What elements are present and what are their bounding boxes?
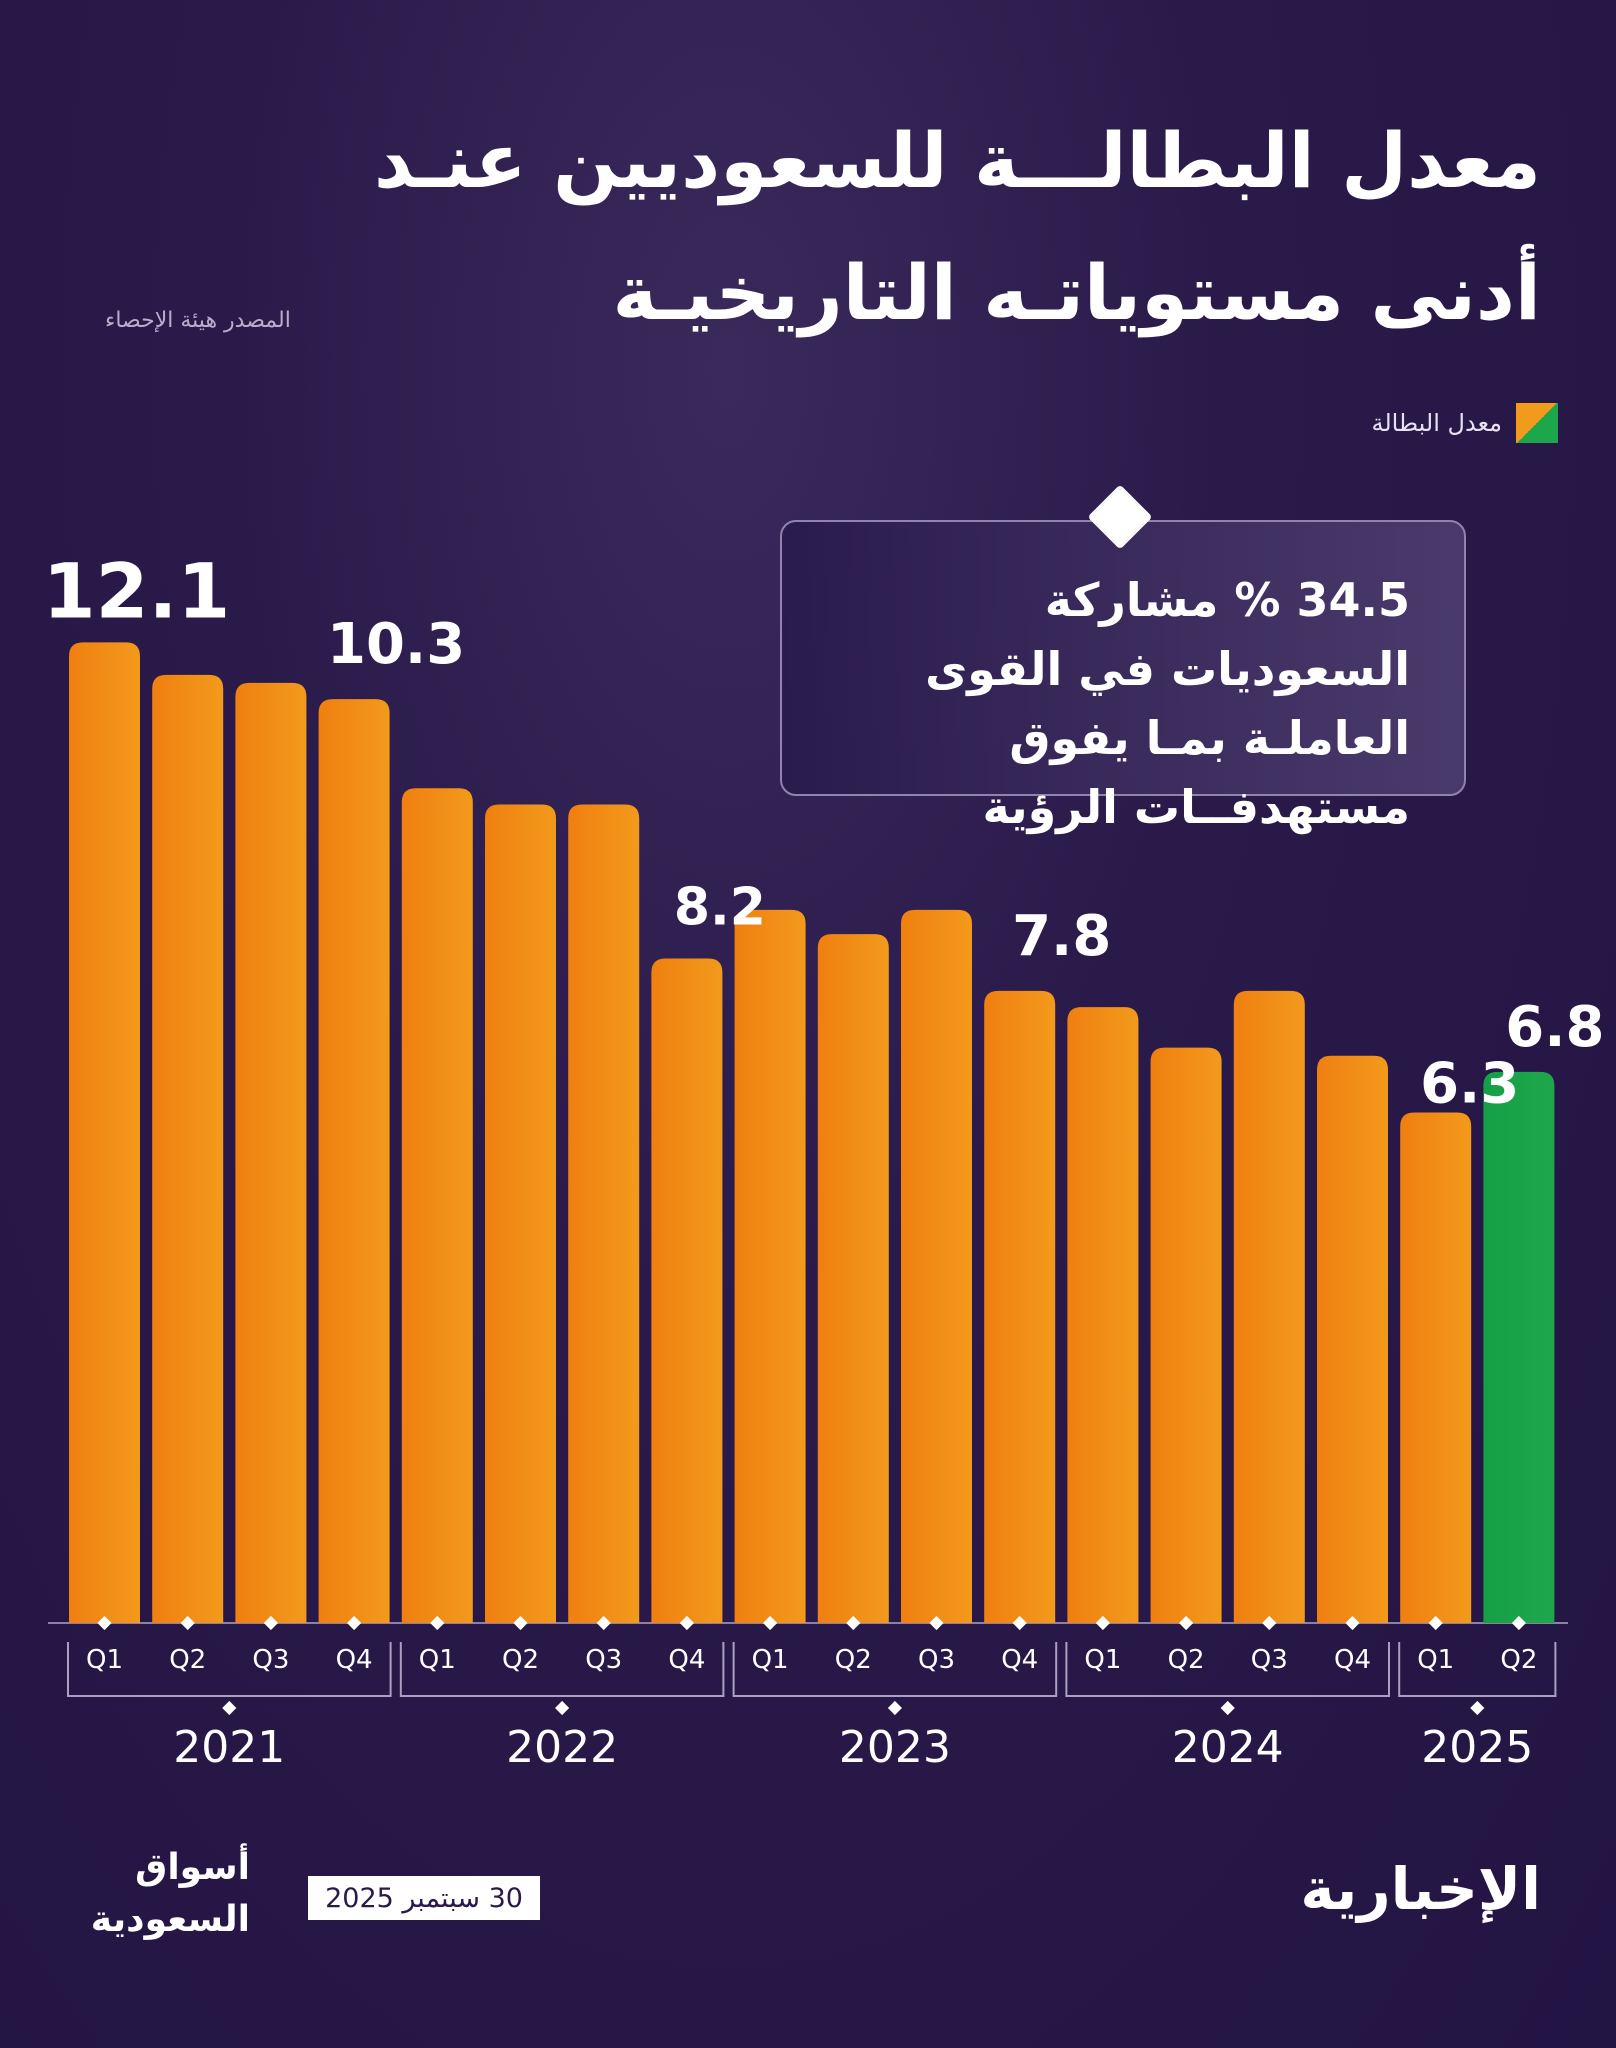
year-bracket <box>399 1642 725 1697</box>
x-tick-label: Q2 <box>502 1645 539 1675</box>
bar <box>235 682 307 1623</box>
chart-title: معدل البطالـــة للسعوديين عنـد أدنى مستو… <box>373 116 1541 337</box>
x-tick-label: Q1 <box>419 1645 456 1675</box>
x-tick-label: Q3 <box>585 1645 622 1675</box>
data-label: 6.8 <box>1505 995 1604 1060</box>
year-marker <box>1470 1700 1485 1716</box>
x-tick-label: Q4 <box>668 1645 705 1675</box>
tick-marker <box>679 1615 694 1631</box>
tick-marker <box>1428 1615 1443 1631</box>
tick-marker <box>846 1615 861 1631</box>
x-tick-label: Q3 <box>252 1645 289 1675</box>
year-bracket <box>732 1642 1058 1697</box>
callout-text: 34.5 % مشاركة السعوديات في القوى العاملـ… <box>925 573 1410 834</box>
year-marker <box>1220 1700 1235 1716</box>
year-bracket <box>1398 1642 1557 1697</box>
brand-right-logo: الإخبارية <box>1300 1855 1541 1923</box>
x-tick-label: Q4 <box>1334 1645 1371 1675</box>
x-tick-label: Q2 <box>1168 1645 1205 1675</box>
tick-marker <box>929 1615 944 1631</box>
bar <box>485 804 556 1623</box>
bar <box>1067 1007 1139 1623</box>
bar <box>568 804 640 1623</box>
x-tick-label: Q1 <box>86 1645 123 1675</box>
tick-marker <box>97 1615 112 1631</box>
brand-left-logo: أسواق السعودية <box>90 1847 250 1940</box>
tick-marker <box>763 1615 778 1631</box>
tick-marker <box>1179 1615 1194 1631</box>
bar <box>401 788 473 1623</box>
tick-marker <box>263 1615 278 1631</box>
x-tick-label: Q1 <box>1417 1645 1454 1675</box>
tick-marker <box>1511 1615 1526 1631</box>
source-note: المصدر هيئة الإحصاء <box>105 308 291 333</box>
tick-marker <box>180 1615 195 1631</box>
legend-label: معدل البطالة <box>1371 409 1503 437</box>
tick-marker <box>1262 1615 1277 1631</box>
legend: معدل البطالة <box>1371 403 1558 443</box>
x-tick-label: Q4 <box>336 1645 373 1675</box>
tick-marker <box>596 1615 611 1631</box>
bar <box>734 909 806 1623</box>
bar <box>1400 1112 1472 1623</box>
tick-marker <box>1095 1615 1110 1631</box>
bar <box>1483 1071 1555 1623</box>
bar <box>1150 1047 1222 1623</box>
data-label: 10.3 <box>327 612 465 677</box>
year-label: 2024 <box>1172 1722 1284 1773</box>
x-tick-label: Q4 <box>1001 1645 1038 1675</box>
bar <box>901 909 972 1623</box>
tick-marker <box>430 1615 445 1631</box>
year-label: 2022 <box>506 1722 618 1773</box>
x-tick-label: Q3 <box>1251 1645 1288 1675</box>
x-tick-label: Q2 <box>169 1645 206 1675</box>
data-label: 12.1 <box>43 546 231 635</box>
year-marker <box>222 1700 237 1716</box>
date-badge: 30 سبتمبر 2025 <box>308 1876 540 1920</box>
bar <box>1317 1055 1388 1623</box>
bar <box>152 674 224 1623</box>
tick-marker <box>513 1615 528 1631</box>
data-label: 8.2 <box>674 877 766 937</box>
tick-marker <box>1012 1615 1027 1631</box>
bar <box>1233 990 1305 1623</box>
callout-box: 34.5 % مشاركة السعوديات في القوى العاملـ… <box>780 484 1466 834</box>
year-bracket <box>1065 1642 1390 1697</box>
year-label: 2023 <box>839 1722 951 1773</box>
year-bracket <box>67 1642 392 1697</box>
bar <box>651 958 723 1623</box>
tick-marker <box>1345 1615 1360 1631</box>
data-label: 6.3 <box>1420 1051 1519 1116</box>
bar <box>318 699 390 1623</box>
x-tick-label: Q2 <box>1500 1645 1537 1675</box>
x-tick-label: Q3 <box>918 1645 955 1675</box>
legend-swatch <box>1516 403 1558 443</box>
bar <box>69 642 140 1623</box>
bar <box>984 990 1056 1623</box>
year-marker <box>555 1700 570 1716</box>
year-label: 2021 <box>173 1722 285 1773</box>
year-marker <box>887 1700 902 1716</box>
x-tick-label: Q2 <box>835 1645 872 1675</box>
x-tick-label: Q1 <box>1084 1645 1121 1675</box>
x-tick-label: Q1 <box>752 1645 789 1675</box>
tick-marker <box>347 1615 362 1631</box>
data-label: 7.8 <box>1012 904 1111 969</box>
year-label: 2025 <box>1421 1722 1533 1773</box>
bar <box>817 934 889 1623</box>
